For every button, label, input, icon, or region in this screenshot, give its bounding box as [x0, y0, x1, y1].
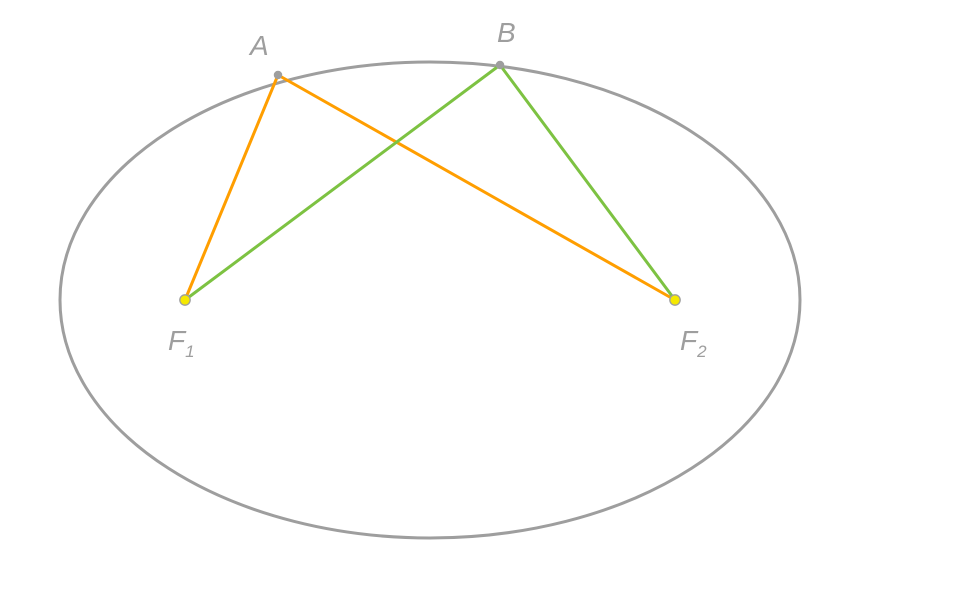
segment-BF2 [500, 65, 675, 300]
point-F2 [670, 295, 680, 305]
label-F1: F1 [168, 325, 195, 361]
point-F1 [180, 295, 190, 305]
ellipse-curve [60, 62, 800, 538]
label-B: B [497, 17, 516, 48]
label-A: A [248, 30, 269, 61]
point-B [496, 61, 503, 68]
label-F2: F2 [680, 325, 707, 361]
point-A [274, 71, 281, 78]
